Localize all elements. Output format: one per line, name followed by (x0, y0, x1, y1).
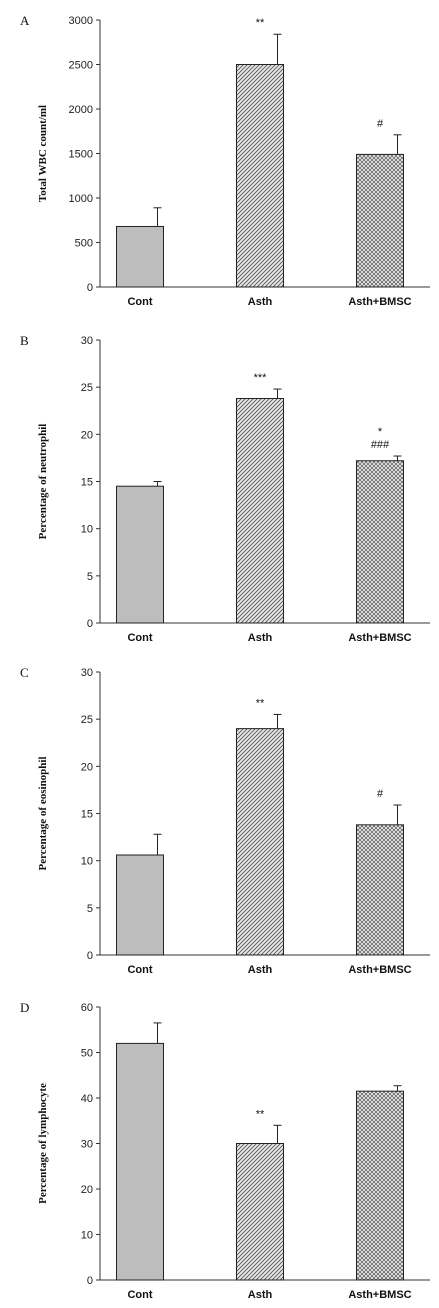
panel-d-ytick-label-5: 50 (81, 1048, 93, 1060)
panel-c-label: C (20, 665, 29, 680)
panel-a-bar-0 (116, 225, 164, 288)
panel-a-label: A (20, 13, 30, 28)
panel-b-ytick-label-4: 20 (81, 429, 93, 441)
panel-d-bar-0 (116, 1042, 164, 1281)
panel-d-ytick-label-0: 0 (87, 1275, 93, 1287)
panel-c-ytick-label-0: 0 (87, 950, 93, 962)
panel-d-bar-2 (356, 1090, 404, 1281)
panel-b-ytick-label-3: 15 (81, 477, 93, 489)
panel-b-annotation-2-1: ### (371, 439, 390, 451)
panel-b-ytick-label-6: 30 (81, 335, 93, 347)
panel-b-ytick-label-1: 5 (87, 571, 93, 583)
panel-c-ytick-label-2: 10 (81, 856, 93, 868)
panel-c-ytick-label-4: 20 (81, 761, 93, 773)
panel-c-ytick-label-6: 30 (81, 667, 93, 679)
panel-c-ytick-label-3: 15 (81, 809, 93, 821)
panel-c-annotation-1-0: ** (256, 697, 265, 709)
panel-b-category-0: Cont (127, 632, 152, 644)
panel-b-annotation-1-0: *** (254, 372, 268, 384)
panel-c-ytick-label-1: 5 (87, 903, 93, 915)
panel-c-category-1: Asth (248, 964, 273, 976)
panel-c-category-0: Cont (127, 964, 152, 976)
panel-b-bar-2 (356, 460, 404, 624)
panel-d-annotation-1-0: ** (256, 1108, 265, 1120)
panel-d-ytick-label-4: 40 (81, 1093, 93, 1105)
panel-c-ylabel: Percentage of eosinophil (37, 756, 49, 870)
panel-a-annotation-1-0: ** (256, 17, 265, 29)
panel-a-ytick-label-2: 1000 (69, 193, 93, 205)
panel-d-bar-1 (236, 1143, 284, 1281)
panel-d-ytick-label-6: 60 (81, 1002, 93, 1014)
panel-a-category-2: Asth+BMSC (348, 296, 411, 308)
panel-a-ytick-label-1: 500 (75, 238, 93, 250)
panel-a-ytick-label-6: 3000 (69, 15, 93, 27)
panel-b-ylabel: Percentage of neutrophil (37, 424, 49, 540)
panel-d-ylabel: Percentage of lymphocyte (37, 1083, 49, 1204)
panel-b-category-1: Asth (248, 632, 273, 644)
panel-a-ytick-label-3: 1500 (69, 149, 93, 161)
panel-b-bar-1 (236, 397, 284, 624)
panel-a-ytick-label-4: 2000 (69, 104, 93, 116)
panel-d-label: D (20, 1000, 29, 1015)
panel-d-category-1: Asth (248, 1289, 273, 1301)
panel-a-ytick-label-5: 2500 (69, 60, 93, 72)
panel-c-bar-0 (116, 854, 164, 956)
panel-d-category-2: Asth+BMSC (348, 1289, 411, 1301)
panel-b-bar-0 (116, 485, 164, 624)
panel-d-category-0: Cont (127, 1289, 152, 1301)
panel-a-annotation-2-0: # (377, 118, 384, 130)
panel-b-ytick-label-2: 10 (81, 524, 93, 536)
panel-a-category-1: Asth (248, 296, 273, 308)
panel-d-ytick-label-1: 10 (81, 1230, 93, 1242)
panel-d-ytick-label-3: 30 (81, 1139, 93, 1151)
panel-c-bar-1 (236, 728, 284, 956)
panel-b-category-2: Asth+BMSC (348, 632, 411, 644)
panel-b-label: B (20, 333, 29, 348)
panel-c-bar-2 (356, 824, 404, 956)
panel-a-ytick-label-0: 0 (87, 282, 93, 294)
panel-a-bar-2 (356, 153, 404, 288)
panel-c-category-2: Asth+BMSC (348, 964, 411, 976)
panel-b-ytick-label-0: 0 (87, 618, 93, 630)
panel-d-ytick-label-2: 20 (81, 1184, 93, 1196)
panel-a-ylabel: Total WBC count/ml (37, 105, 49, 202)
panel-c-annotation-2-0: # (377, 788, 384, 800)
panel-a-bar-1 (236, 64, 284, 288)
panel-b-ytick-label-5: 25 (81, 382, 93, 394)
panel-b-annotation-2-0: * (378, 426, 383, 438)
panel-a-category-0: Cont (127, 296, 152, 308)
panel-c-ytick-label-5: 25 (81, 714, 93, 726)
